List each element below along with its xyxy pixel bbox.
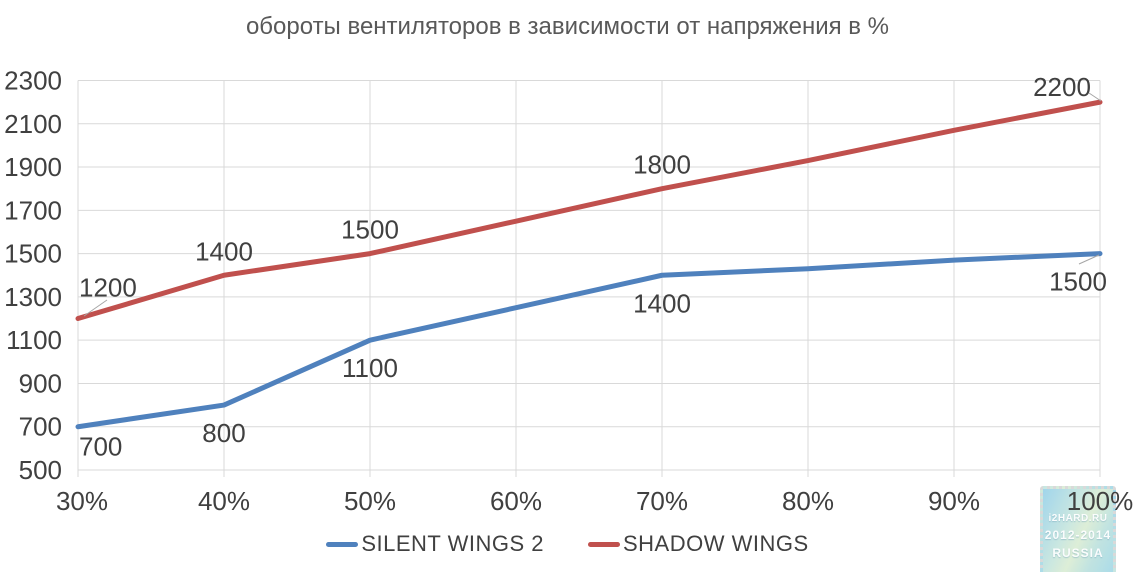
y-axis-tick-label: 1100 <box>6 325 62 355</box>
data-label-leader-line <box>1078 254 1100 265</box>
legend-swatch-shadow-wings <box>587 541 620 547</box>
data-label-shadow-wings: 1800 <box>633 150 691 180</box>
watermark-country-text: RUSSIA <box>1052 546 1104 560</box>
y-axis-tick-label: 1900 <box>4 152 62 182</box>
y-axis-tick-label: 1700 <box>4 195 62 225</box>
data-label-silent-wings-2: 1500 <box>1049 267 1107 297</box>
chart-legend: SILENT WINGS 2 SHADOW WINGS <box>0 531 1135 557</box>
watermark-site-text: i2HARD.RU <box>1048 513 1108 524</box>
y-axis-tick-label: 700 <box>19 412 62 442</box>
y-axis-tick-label: 900 <box>19 368 62 398</box>
x-axis-tick-label: 30% <box>56 486 108 516</box>
data-label-shadow-wings: 1400 <box>195 236 253 266</box>
x-axis-tick-label: 70% <box>636 486 688 516</box>
data-label-silent-wings-2: 700 <box>79 432 122 462</box>
legend-item-shadow-wings: SHADOW WINGS <box>587 531 809 557</box>
chart-title: обороты вентиляторов в зависимости от на… <box>245 13 890 40</box>
x-axis-tick-label: 50% <box>344 486 396 516</box>
x-axis-tick-label: 60% <box>490 486 542 516</box>
watermark-years-text: 2012-2014 <box>1044 528 1112 542</box>
legend-label-shadow-wings: SHADOW WINGS <box>622 531 809 556</box>
y-axis-tick-label: 1300 <box>4 282 62 312</box>
series-line-shadow-wings <box>75 99 1103 322</box>
data-label-shadow-wings: 2200 <box>1033 72 1091 102</box>
data-label-leader-line <box>1088 92 1102 102</box>
y-axis-tick-label: 1500 <box>4 239 62 269</box>
data-label-shadow-wings: 1200 <box>79 273 137 303</box>
data-label-silent-wings-2: 1100 <box>342 353 398 383</box>
y-axis-tick-label: 2100 <box>4 109 62 139</box>
x-axis-tick-label: 80% <box>782 486 834 516</box>
watermark-stamp: i2HARD.RU 2012-2014 RUSSIA <box>1040 486 1116 572</box>
data-label-shadow-wings: 1500 <box>341 215 399 245</box>
data-label-silent-wings-2: 1400 <box>633 288 691 318</box>
y-axis-tick-label: 2300 <box>4 66 62 96</box>
data-label-leader-line <box>83 299 108 317</box>
x-axis-tick-label: 40% <box>198 486 250 516</box>
legend-item-silent-wings-2: SILENT WINGS 2 <box>326 531 544 557</box>
legend-swatch-silent-wings-2 <box>326 541 359 547</box>
data-label-silent-wings-2: 800 <box>202 418 245 448</box>
series-line-silent-wings-2 <box>75 251 1103 430</box>
legend-label-silent-wings-2: SILENT WINGS 2 <box>361 531 544 556</box>
x-axis-tick-label: 90% <box>928 486 980 516</box>
y-axis-tick-label: 500 <box>19 455 62 485</box>
